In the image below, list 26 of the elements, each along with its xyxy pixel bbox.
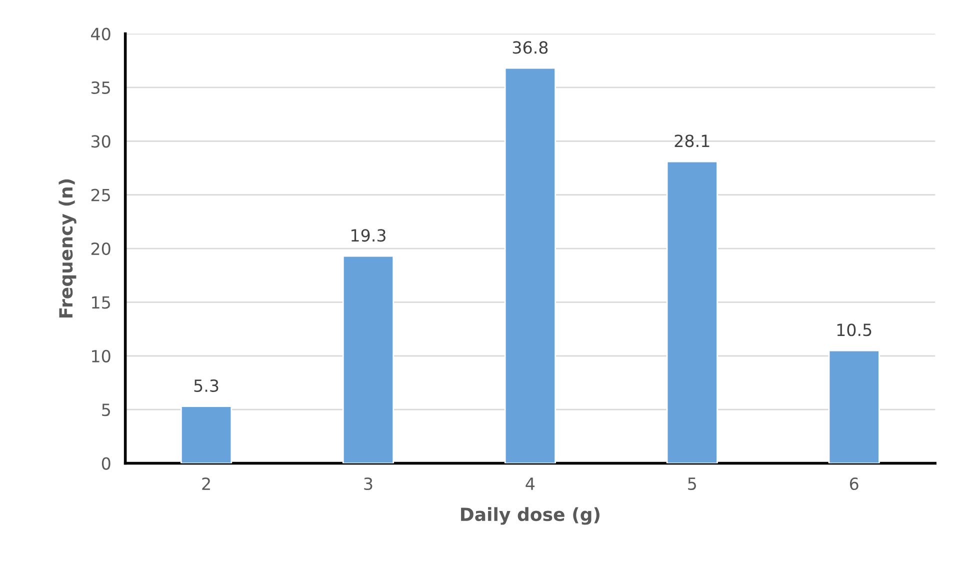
y-tick-label: 5 [102, 404, 110, 416]
data-label: 28.1 [674, 134, 710, 148]
y-tick-label: 25 [91, 188, 110, 202]
bar [342, 255, 394, 464]
y-tick-label: 35 [91, 81, 110, 94]
y-tick-label: 10 [92, 350, 110, 362]
y-tick-label: 20 [91, 242, 110, 256]
y-tick-label: 40 [91, 28, 110, 40]
data-label: 36.8 [512, 41, 548, 54]
y-tick-label: 30 [91, 135, 110, 148]
x-tick-label: 4 [526, 478, 535, 490]
x-tick-label: 2 [202, 477, 210, 490]
bar [666, 160, 718, 464]
bar [180, 406, 232, 464]
bar [504, 67, 556, 464]
x-tick-label: 6 [850, 477, 858, 490]
x-tick-label: 3 [364, 477, 372, 490]
y-tick-label: 15 [92, 296, 110, 309]
data-label: 5.3 [194, 379, 218, 392]
data-label: 19.3 [352, 229, 386, 242]
bar [828, 350, 880, 464]
y-axis-title: Frequency (n) [58, 179, 76, 318]
y-tick-label: 0 [102, 457, 110, 470]
data-label: 10.5 [837, 324, 872, 336]
x-axis-title: Daily dose (g) [461, 507, 600, 525]
x-tick-label: 5 [688, 478, 696, 490]
